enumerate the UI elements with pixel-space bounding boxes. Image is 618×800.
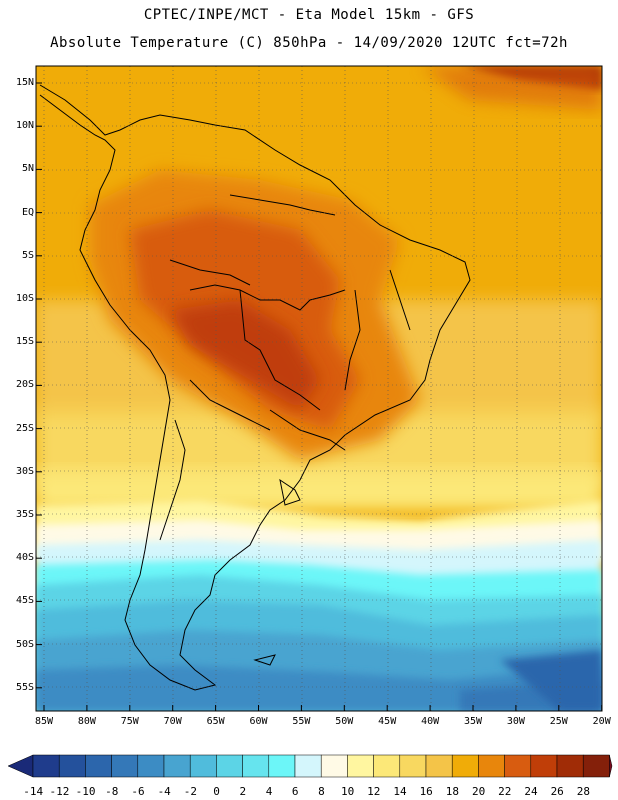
colorbar-swatch: [268, 754, 296, 778]
colorbar-swatch: [111, 754, 139, 778]
colorbar-label: -14: [23, 785, 44, 798]
lat-label: 15S: [15, 336, 34, 348]
lat-label: 50S: [15, 638, 34, 650]
lat-label: 15N: [15, 77, 34, 88]
colorbar-swatch: [373, 754, 401, 778]
colorbar-label: -12: [49, 785, 70, 798]
lat-label: 45S: [15, 595, 34, 607]
colorbar-swatch: [530, 754, 558, 778]
colorbar-swatch: [58, 754, 86, 778]
colorbar-label: 4: [265, 785, 273, 798]
colorbar-label: -2: [183, 785, 198, 798]
colorbar-label: 12: [367, 785, 381, 798]
coastline-borders: [39, 84, 471, 691]
colorbar-label: -6: [131, 785, 145, 798]
colorbar-swatch: [137, 754, 165, 778]
lat-label: 55S: [15, 681, 34, 693]
colorbar-swatch: [32, 754, 60, 778]
colorbar-label: 6: [291, 785, 299, 798]
lon-label: 70W: [163, 716, 182, 727]
lon-label: 85W: [34, 716, 54, 727]
lon-label: 30W: [506, 716, 525, 727]
colorbar-label: 20: [471, 785, 486, 798]
colorbar-label: 16: [419, 785, 433, 798]
colorbar-swatch: [478, 754, 505, 778]
lat-label: 40S: [15, 552, 34, 564]
lon-label: 65W: [206, 716, 225, 727]
colorbar-swatch: [451, 754, 479, 778]
colorbar-swatch: [294, 754, 322, 778]
colorbar-swatch: [216, 754, 243, 778]
lon-label: 25W: [549, 716, 568, 727]
colorbar-label: 22: [498, 785, 512, 798]
lon-label: 45W: [378, 716, 397, 727]
colorbar-label: 26: [550, 785, 564, 798]
colorbar-label: 28: [576, 785, 591, 798]
colorbar-swatch: [556, 754, 584, 778]
lat-label: 20S: [15, 379, 34, 391]
colorbar-swatch: [85, 754, 112, 778]
lat-label: 5N: [21, 163, 34, 175]
lat-label: 35S: [15, 509, 34, 520]
title-line-2: Absolute Temperature (C) 850hPa - 14/09/…: [50, 35, 568, 51]
colorbar-label: 18: [445, 785, 460, 798]
lat-label: 5S: [21, 249, 34, 261]
colorbar-label: 8: [318, 785, 325, 798]
colorbar-label: 14: [393, 785, 407, 798]
lat-label: 10S: [15, 293, 34, 304]
title-line-1: CPTEC/INPE/MCT - Eta Model 15km - GFS: [143, 7, 475, 23]
colorbar-swatch: [425, 754, 453, 778]
colorbar-low-arrow: [7, 754, 34, 778]
lon-label: 40W: [421, 716, 440, 727]
lat-label: EQ: [21, 206, 34, 218]
lon-label: 75W: [120, 716, 139, 727]
colorbar-swatch: [242, 754, 270, 778]
colorbar-swatch: [189, 754, 217, 778]
colorbar-swatch: [399, 754, 427, 778]
map-frame: [35, 65, 603, 712]
colorbar-swatch: [347, 754, 374, 778]
colorbar-label: -10: [75, 785, 96, 798]
colorbar: [7, 754, 613, 778]
colorbar-swatch: [163, 754, 191, 778]
colorbar-label: 10: [340, 785, 355, 798]
lat-label: 25S: [15, 422, 34, 434]
colorbar-label: -4: [157, 785, 171, 798]
lat-label: 10N: [15, 120, 34, 132]
lon-label: 55W: [292, 716, 311, 727]
colorbar-swatch: [582, 754, 610, 778]
colorbar-high-arrow: [609, 754, 613, 778]
colorbar-label: 24: [524, 785, 538, 798]
lon-label: 80W: [77, 716, 96, 727]
colorbar-swatch: [320, 754, 348, 778]
lon-label: 50W: [335, 716, 354, 727]
colorbar-label: -8: [105, 785, 119, 798]
lon-label: 60W: [249, 716, 268, 727]
lat-label: 30S: [15, 465, 34, 477]
colorbar-label: 0: [213, 785, 220, 798]
colorbar-swatch: [504, 754, 532, 778]
lon-label: 35W: [463, 716, 483, 727]
axis-ticks: [36, 82, 603, 711]
colorbar-label: 2: [239, 785, 247, 798]
lon-label: 20W: [592, 716, 611, 727]
